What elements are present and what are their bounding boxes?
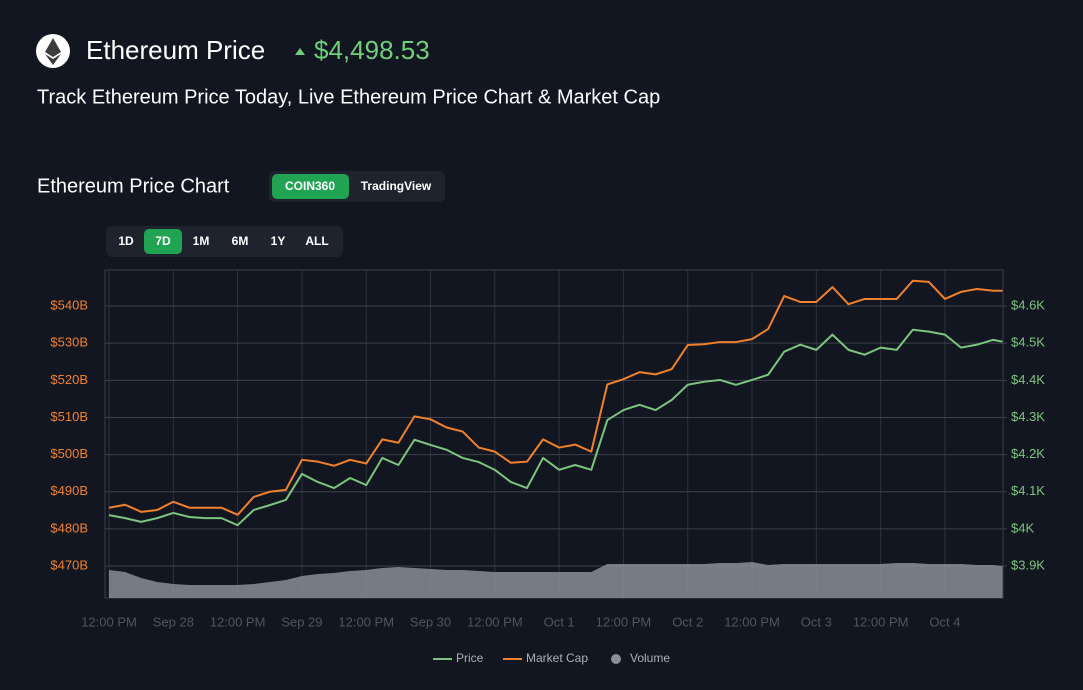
legend-label: Volume xyxy=(630,651,670,665)
y-tick-label: $510B xyxy=(50,409,88,424)
legend-swatch xyxy=(611,654,621,664)
range-button[interactable]: 7D xyxy=(155,234,171,248)
y2-tick-label: $4.6K xyxy=(1011,297,1045,312)
x-tick-label: 12:00 PM xyxy=(467,614,523,629)
y2-tick-label: $4.4K xyxy=(1011,372,1045,387)
y2-tick-label: $4.5K xyxy=(1011,335,1045,350)
legend-label: Price xyxy=(456,651,484,665)
subtitle: Track Ethereum Price Today, Live Ethereu… xyxy=(37,86,660,108)
y2-tick-label: $4K xyxy=(1011,520,1034,535)
x-tick-label: Oct 2 xyxy=(672,614,703,629)
x-tick-label: Sep 30 xyxy=(410,614,451,629)
x-tick-label: Oct 3 xyxy=(801,614,832,629)
x-tick-label: Sep 29 xyxy=(281,614,322,629)
plot-frame xyxy=(104,269,1004,599)
x-tick-label: 12:00 PM xyxy=(724,614,780,629)
y-tick-label: $520B xyxy=(50,372,88,387)
y2-tick-label: $4.1K xyxy=(1011,483,1045,498)
y2-tick-label: $4.2K xyxy=(1011,446,1045,461)
x-tick-label: 12:00 PM xyxy=(853,614,909,629)
y2-tick-label: $4.3K xyxy=(1011,409,1045,424)
price: $4,498.53 xyxy=(314,35,430,65)
x-tick-label: 12:00 PM xyxy=(338,614,394,629)
volume-area xyxy=(109,562,1003,598)
source-button[interactable]: TradingView xyxy=(361,179,432,193)
page-title: Ethereum Price xyxy=(86,35,265,65)
x-tick-label: 12:00 PM xyxy=(596,614,652,629)
source-active[interactable] xyxy=(272,174,349,199)
x-tick-label: 12:00 PM xyxy=(81,614,137,629)
y-tick-label: $540B xyxy=(50,297,88,312)
range-active[interactable] xyxy=(144,229,182,254)
range-button[interactable]: 1Y xyxy=(271,234,286,248)
eth-logo xyxy=(45,38,61,65)
y-tick-label: $490B xyxy=(50,483,88,498)
source-button[interactable]: COIN360 xyxy=(285,179,335,193)
legend-label: Market Cap xyxy=(526,651,588,665)
series-line xyxy=(108,279,1003,516)
range-button[interactable]: 1D xyxy=(118,234,134,248)
y-tick-label: $470B xyxy=(50,557,88,572)
x-tick-label: Oct 1 xyxy=(544,614,575,629)
series-line xyxy=(108,328,1003,527)
up-arrow xyxy=(295,48,305,55)
y-tick-label: $530B xyxy=(50,335,88,350)
x-tick-label: Oct 4 xyxy=(929,614,960,629)
x-tick-label: Sep 28 xyxy=(153,614,194,629)
y-tick-label: $480B xyxy=(50,520,88,535)
range-button[interactable]: ALL xyxy=(305,234,328,248)
y-tick-label: $500B xyxy=(50,446,88,461)
range-button[interactable]: 1M xyxy=(193,234,210,248)
y2-tick-label: $3.9K xyxy=(1011,557,1045,572)
range-button[interactable]: 6M xyxy=(232,234,249,248)
x-tick-label: 12:00 PM xyxy=(210,614,266,629)
section-title: Ethereum Price Chart xyxy=(37,175,230,197)
